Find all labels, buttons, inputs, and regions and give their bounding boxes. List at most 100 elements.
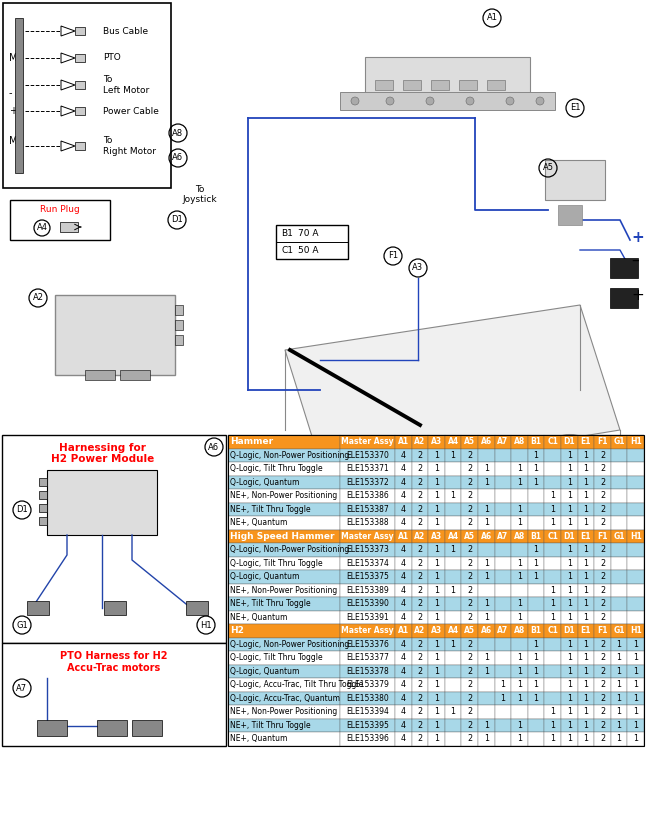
Bar: [627, 584, 644, 597]
Bar: [276, 225, 348, 259]
Text: A6: A6: [481, 438, 492, 446]
Bar: [478, 489, 494, 502]
Bar: [544, 462, 561, 475]
Bar: [627, 732, 644, 746]
Text: 2: 2: [467, 585, 472, 595]
Bar: [3, 3, 171, 188]
Text: 1: 1: [500, 694, 505, 703]
Text: 1: 1: [617, 707, 621, 717]
Bar: [395, 556, 411, 570]
Text: 1: 1: [583, 572, 588, 581]
Bar: [577, 664, 594, 678]
Text: 2: 2: [600, 478, 605, 486]
Circle shape: [466, 97, 474, 105]
Text: Q-Logic, Quantum: Q-Logic, Quantum: [231, 478, 300, 486]
Bar: [461, 502, 478, 516]
Bar: [228, 584, 340, 597]
Text: 1: 1: [550, 585, 555, 595]
Bar: [2, 643, 226, 746]
Text: 1: 1: [533, 451, 538, 459]
Text: 4: 4: [401, 599, 406, 608]
Text: 1: 1: [567, 559, 572, 568]
Text: 1: 1: [484, 572, 489, 581]
Text: 1: 1: [434, 654, 439, 662]
Bar: [75, 81, 85, 89]
Bar: [627, 718, 644, 732]
Text: 1: 1: [567, 572, 572, 581]
Bar: [411, 502, 428, 516]
Bar: [544, 718, 561, 732]
Bar: [411, 597, 428, 611]
Text: 1: 1: [583, 518, 588, 528]
Bar: [340, 543, 395, 556]
Text: Q-Logic, Accu-Trac, Quantum: Q-Logic, Accu-Trac, Quantum: [231, 694, 340, 703]
Bar: [611, 570, 627, 584]
Text: NE+, Non-Power Positioning: NE+, Non-Power Positioning: [231, 491, 338, 501]
Bar: [478, 449, 494, 462]
Text: 1: 1: [484, 465, 489, 473]
Text: +: +: [632, 287, 644, 302]
Bar: [478, 597, 494, 611]
Bar: [544, 516, 561, 529]
Bar: [494, 597, 511, 611]
Bar: [340, 435, 395, 449]
Text: 4: 4: [401, 612, 406, 622]
Bar: [428, 732, 445, 746]
Text: 1: 1: [484, 478, 489, 486]
Text: PTO: PTO: [103, 54, 121, 62]
Text: ELE153394: ELE153394: [346, 707, 389, 717]
Text: 1: 1: [533, 680, 538, 690]
Text: A6: A6: [172, 154, 183, 162]
Bar: [445, 556, 461, 570]
Text: D1: D1: [564, 627, 575, 635]
Text: 4: 4: [401, 585, 406, 595]
Bar: [561, 611, 577, 624]
Text: 1: 1: [567, 545, 572, 554]
Bar: [594, 638, 611, 651]
Bar: [494, 543, 511, 556]
Bar: [511, 584, 528, 597]
Text: +: +: [632, 230, 644, 245]
Text: 1: 1: [450, 707, 456, 717]
Text: 2: 2: [600, 667, 605, 675]
Bar: [228, 691, 340, 705]
Text: 1: 1: [567, 680, 572, 690]
Bar: [461, 489, 478, 502]
Text: 1: 1: [567, 599, 572, 608]
Bar: [461, 651, 478, 664]
Text: 1: 1: [434, 640, 439, 648]
Bar: [411, 691, 428, 705]
Bar: [544, 638, 561, 651]
Text: 1: 1: [517, 572, 522, 581]
Bar: [511, 475, 528, 489]
Bar: [627, 543, 644, 556]
Text: A7: A7: [497, 627, 509, 635]
Bar: [478, 529, 494, 543]
Bar: [627, 651, 644, 664]
Bar: [428, 475, 445, 489]
Text: Run Plug: Run Plug: [40, 206, 80, 214]
Bar: [445, 584, 461, 597]
Text: 1: 1: [434, 667, 439, 675]
Bar: [544, 678, 561, 691]
Bar: [39, 517, 47, 525]
Bar: [340, 516, 395, 529]
Text: 2: 2: [417, 545, 422, 554]
Bar: [27, 601, 49, 615]
Bar: [577, 449, 594, 462]
Text: A2: A2: [414, 532, 426, 541]
Bar: [228, 597, 340, 611]
Bar: [511, 705, 528, 718]
Bar: [611, 718, 627, 732]
Text: 2: 2: [467, 599, 472, 608]
Text: Q-Logic, Tilt Thru Toggle: Q-Logic, Tilt Thru Toggle: [231, 559, 323, 568]
Bar: [577, 556, 594, 570]
Bar: [75, 142, 85, 150]
Bar: [511, 678, 528, 691]
Text: 1: 1: [633, 721, 638, 730]
Text: 2: 2: [467, 572, 472, 581]
Bar: [627, 664, 644, 678]
Bar: [228, 718, 340, 732]
Text: 2: 2: [417, 478, 422, 486]
Bar: [186, 601, 208, 615]
